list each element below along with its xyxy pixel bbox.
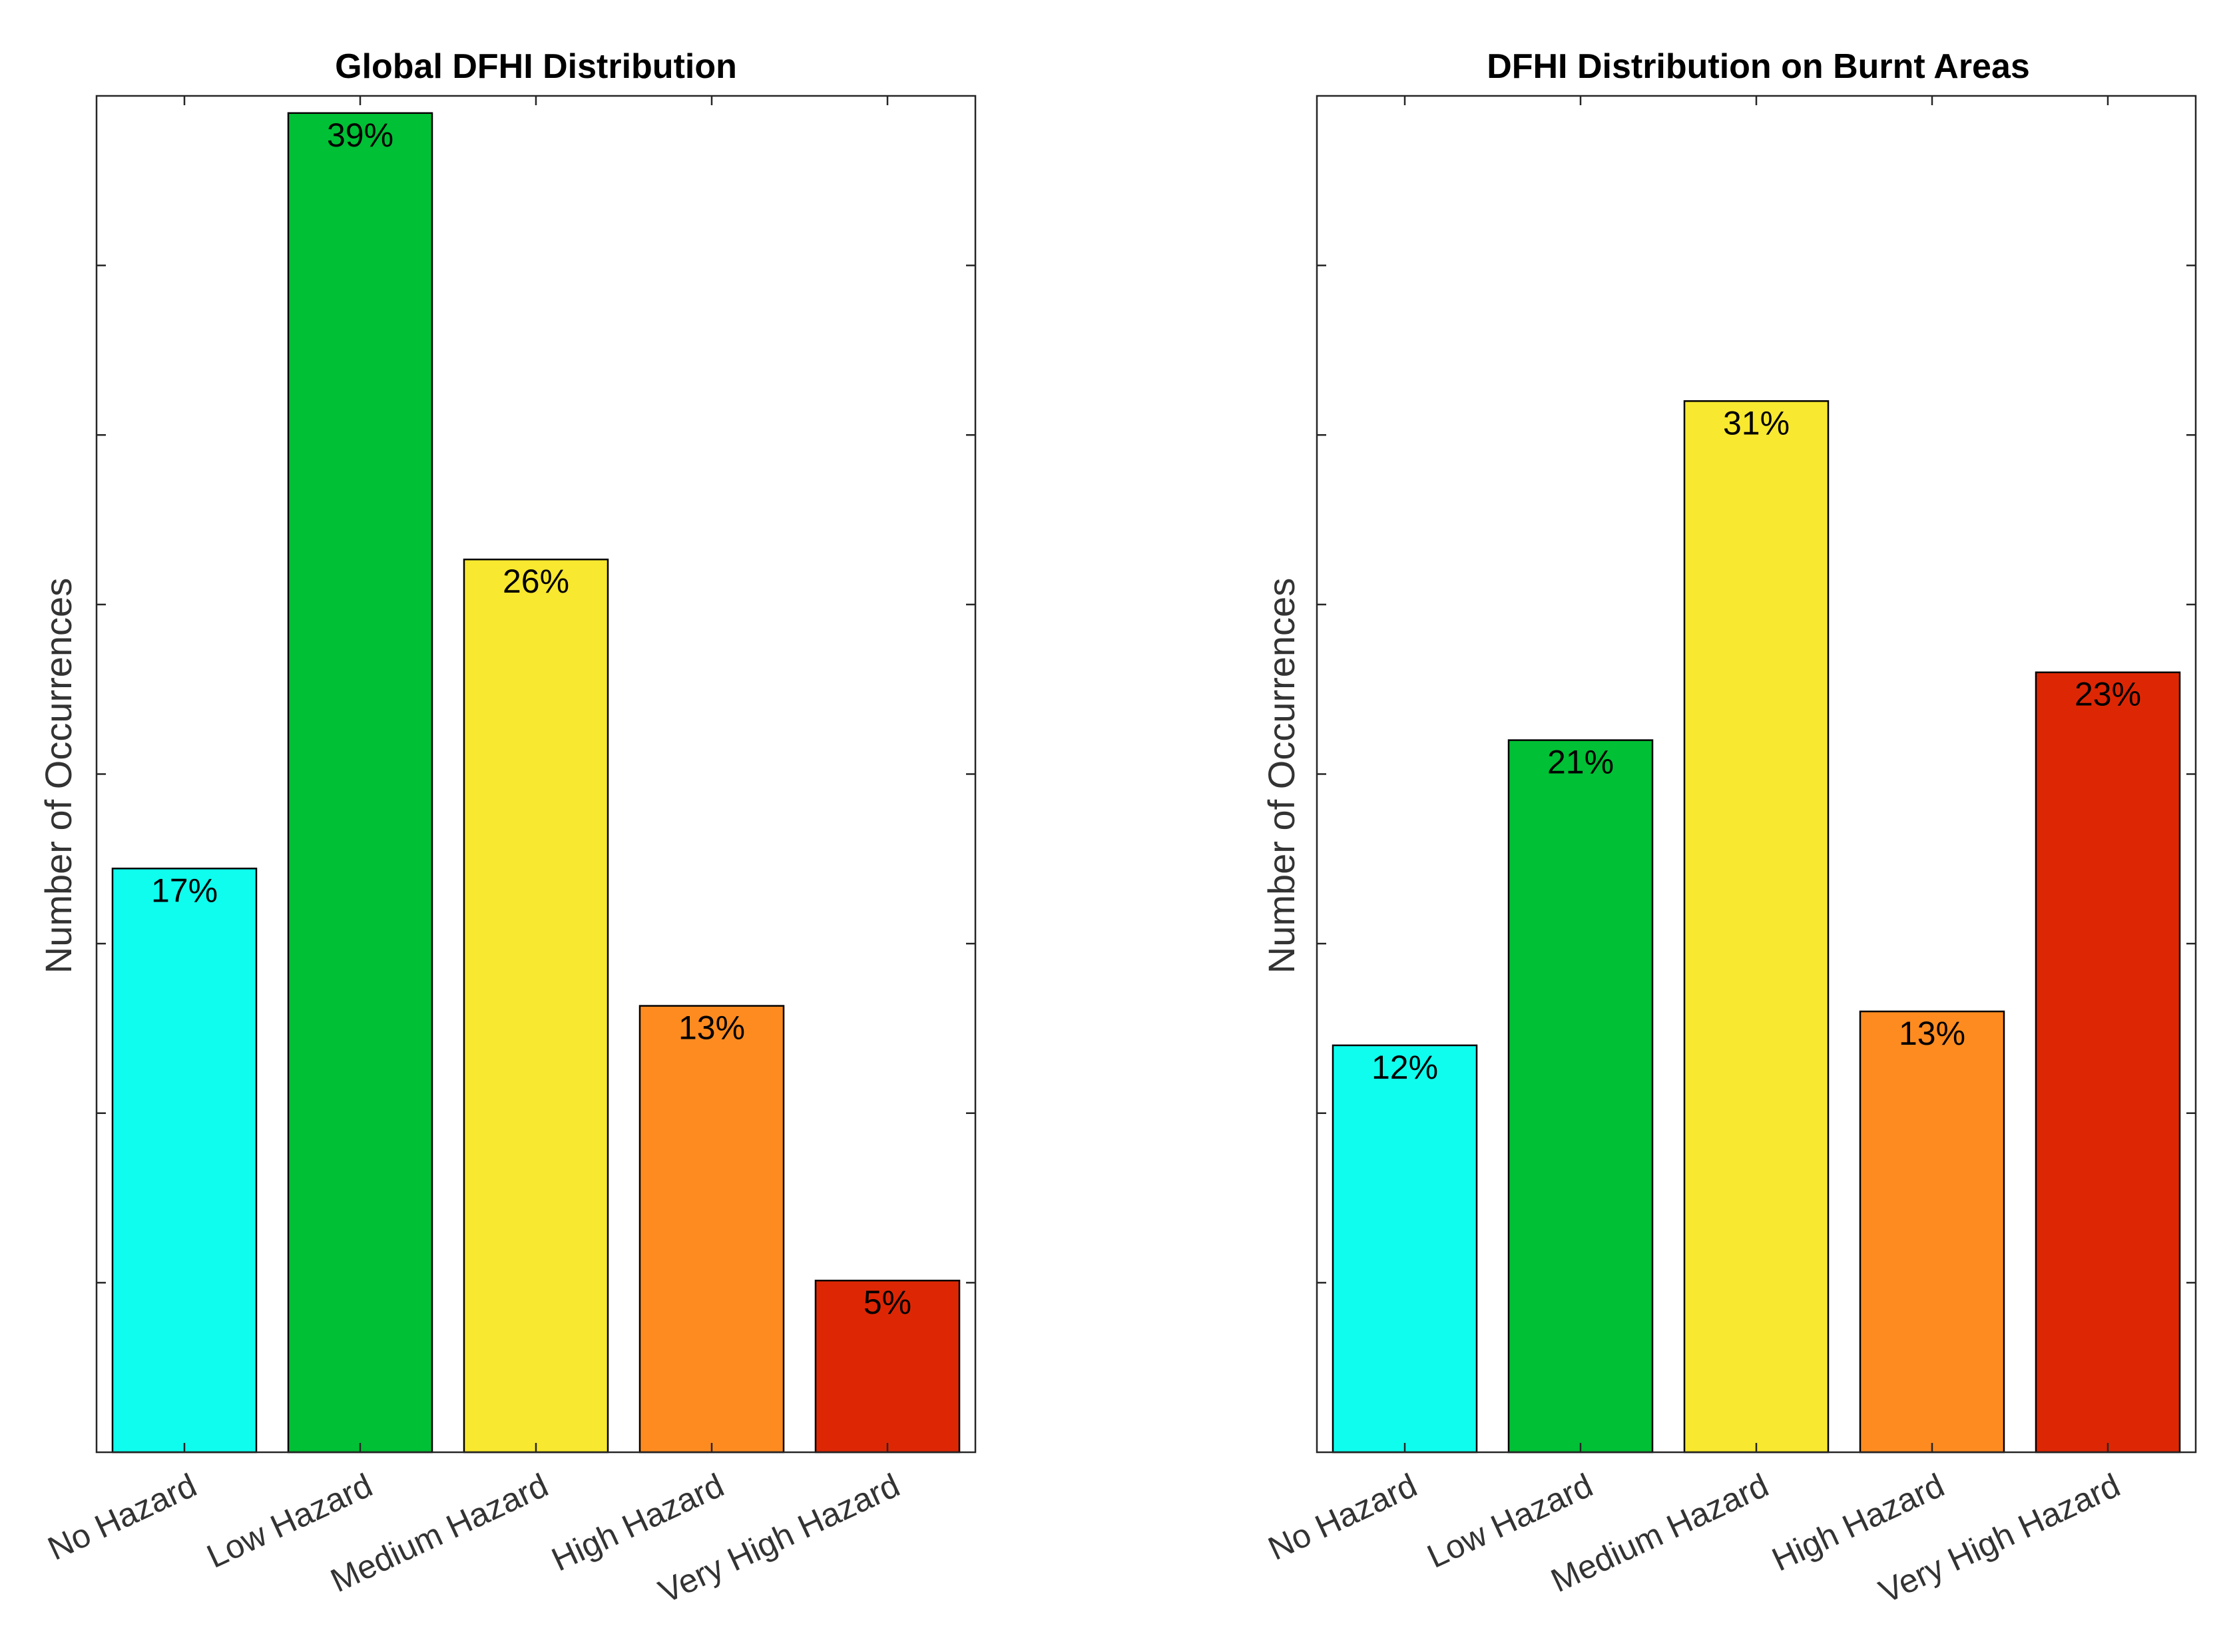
chart-title: DFHI Distribution on Burnt Areas (1487, 47, 2030, 86)
bar-low-hazard (1507, 739, 1654, 1454)
x-tick-label: No Hazard (42, 1466, 202, 1567)
bar-medium-hazard (463, 558, 609, 1454)
data-label: 13% (1899, 1015, 1965, 1052)
chart-title: Global DFHI Distribution (335, 47, 737, 86)
bar-group: 12% 21% 31% 13% 23% (1332, 400, 2181, 1454)
data-label: 26% (503, 563, 569, 600)
y-axis-label: Number of Occurrences (37, 578, 79, 973)
data-label: 17% (151, 872, 218, 909)
axis-ticks (1317, 96, 2196, 1452)
data-label: 5% (864, 1284, 911, 1321)
bar-very-high-hazard (2035, 671, 2181, 1454)
bar-no-hazard (1332, 1044, 1478, 1454)
data-label: 12% (1371, 1049, 1438, 1086)
data-label: 21% (1547, 744, 1614, 781)
plot-frame (1316, 95, 2197, 1454)
data-label: 13% (678, 1009, 745, 1047)
bar-no-hazard (111, 868, 258, 1454)
data-label: 39% (327, 117, 393, 154)
data-label: 31% (1723, 404, 1790, 441)
bar-group: 17% 39% 26% 13% 5% (111, 112, 961, 1454)
bar-high-hazard (638, 1005, 785, 1454)
y-axis-label: Number of Occurrences (1260, 578, 1302, 973)
plot-frame (95, 95, 977, 1454)
axis-ticks (97, 96, 975, 1452)
bar-low-hazard (287, 112, 433, 1454)
x-tick-label: No Hazard (1262, 1466, 1422, 1567)
data-label: 23% (2075, 676, 2141, 713)
chart-burnt-areas-dfhi: DFHI Distribution on Burnt Areas Number … (1260, 47, 2197, 1611)
bar-high-hazard (1859, 1010, 2005, 1454)
chart-global-dfhi: Global DFHI Distribution Number of Occur… (37, 47, 977, 1611)
bar-very-high-hazard (814, 1279, 961, 1454)
bar-medium-hazard (1683, 400, 1830, 1454)
